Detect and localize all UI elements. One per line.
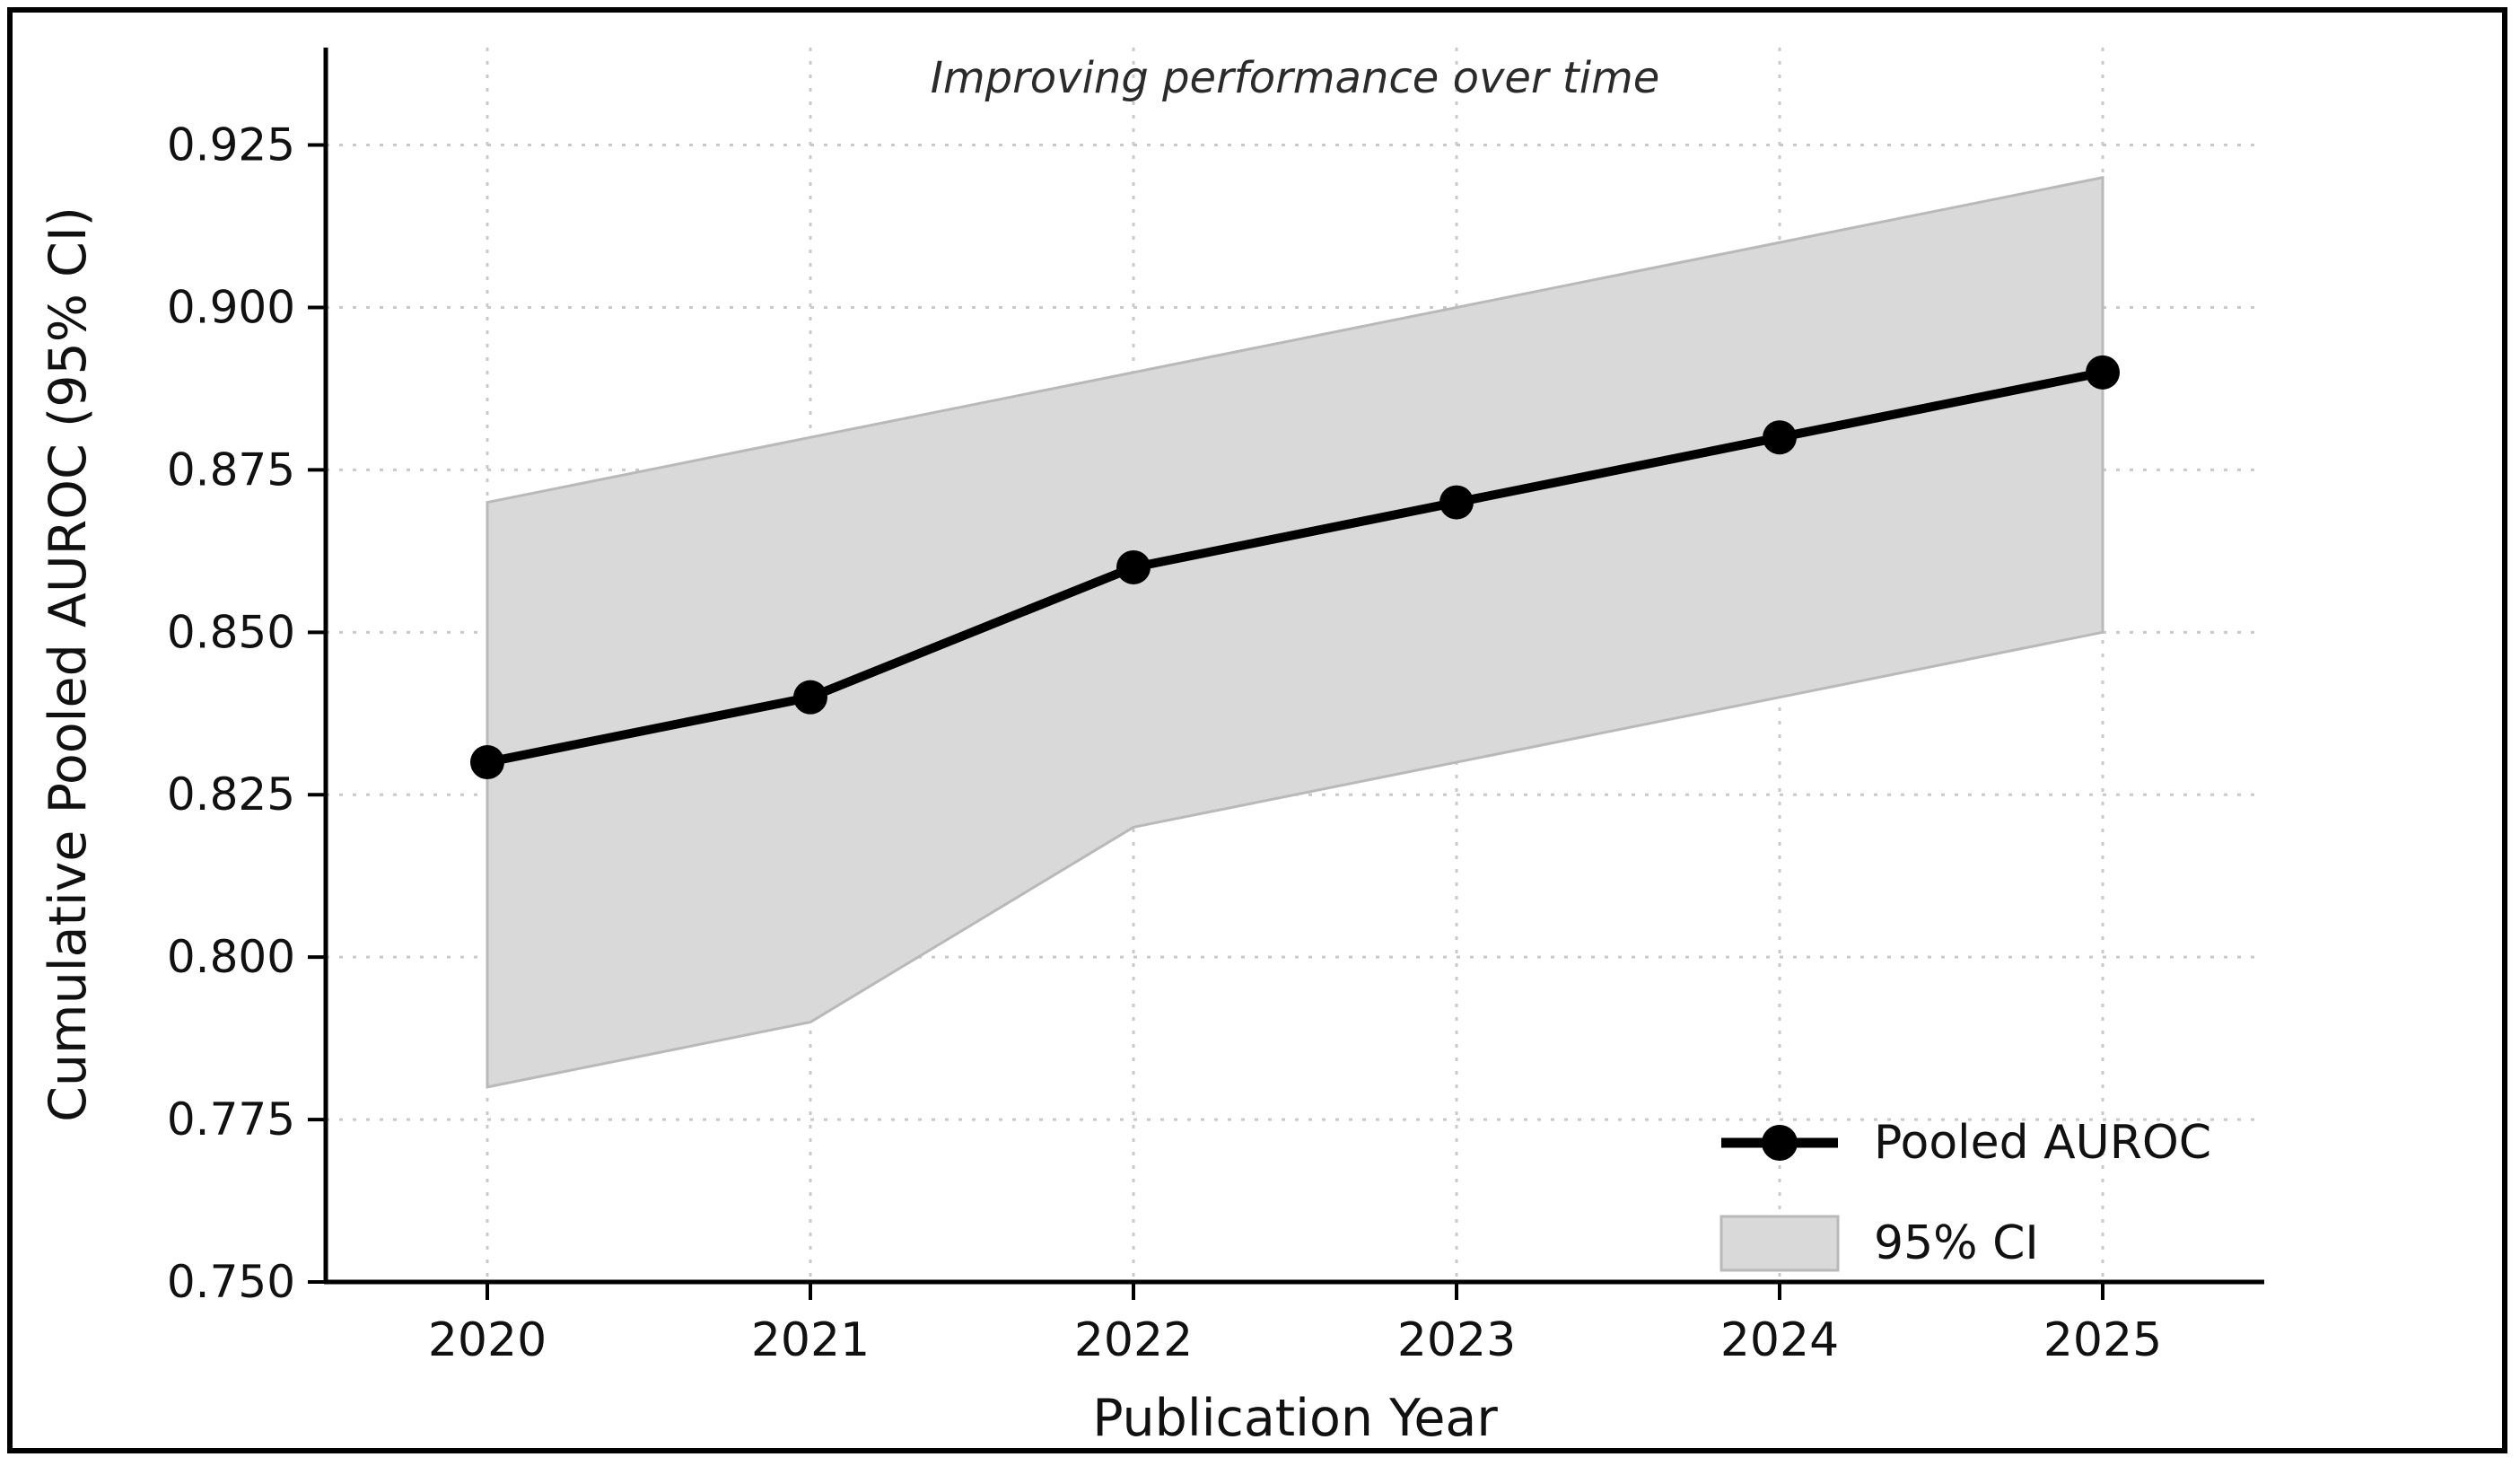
x-tick-label-2025: 2025 bbox=[2043, 1313, 2162, 1367]
x-axis-label: Publication Year bbox=[1092, 1389, 1498, 1448]
data-point-2020 bbox=[470, 745, 504, 780]
x-tick-label-2023: 2023 bbox=[1397, 1313, 1516, 1367]
chart-title: Improving performance over time bbox=[931, 53, 1660, 103]
legend-marker-handle bbox=[1762, 1125, 1798, 1161]
y-tick-label-0.800: 0.800 bbox=[167, 931, 295, 983]
ci-band-layer bbox=[486, 175, 2104, 1089]
legend-patch-handle bbox=[1719, 1215, 1840, 1272]
axis-layer bbox=[323, 48, 2264, 1285]
legend-label-ci: 95% CI bbox=[1874, 1216, 2039, 1270]
legend: Pooled AUROC 95% CI bbox=[1719, 1116, 2211, 1272]
ticks-layer: 0.750 0.775 0.800 0.825 0.850 0.875 0.900 0.925… bbox=[167, 119, 2162, 1367]
ci-band bbox=[486, 175, 2104, 1089]
series-layer bbox=[470, 355, 2120, 780]
pooled-auroc-line bbox=[483, 367, 2107, 768]
y-tick-label-0.750: 0.750 bbox=[167, 1256, 295, 1308]
y-tick-label-0.875: 0.875 bbox=[167, 443, 295, 496]
y-tick-label-0.900: 0.900 bbox=[167, 281, 295, 333]
x-tick-label-2020: 2020 bbox=[428, 1313, 547, 1367]
data-point-2022 bbox=[1116, 549, 1151, 584]
auroc-trend-chart: 0.750 0.775 0.800 0.825 0.850 0.875 0.900 0.925… bbox=[39, 48, 2264, 1448]
legend-handles bbox=[1719, 1125, 1840, 1272]
x-tick-label-2021: 2021 bbox=[751, 1313, 870, 1367]
data-point-2024 bbox=[1763, 420, 1797, 455]
data-point-2021 bbox=[793, 680, 827, 715]
y-axis-label: Cumulative Pooled AUROC (95% CI) bbox=[39, 206, 98, 1122]
y-tick-label-0.775: 0.775 bbox=[167, 1093, 295, 1146]
y-tick-label-0.850: 0.850 bbox=[167, 606, 295, 658]
data-point-2023 bbox=[1439, 485, 1474, 520]
data-point-2025 bbox=[2086, 355, 2120, 390]
y-tick-label-0.825: 0.825 bbox=[167, 768, 295, 821]
figure-border: 0.750 0.775 0.800 0.825 0.850 0.875 0.900 0.925… bbox=[7, 7, 2507, 1453]
x-tick-label-2024: 2024 bbox=[1720, 1313, 1839, 1367]
legend-label-pooled-auroc: Pooled AUROC bbox=[1874, 1116, 2211, 1170]
x-tick-label-2022: 2022 bbox=[1074, 1313, 1193, 1367]
y-tick-label-0.925: 0.925 bbox=[167, 119, 295, 171]
